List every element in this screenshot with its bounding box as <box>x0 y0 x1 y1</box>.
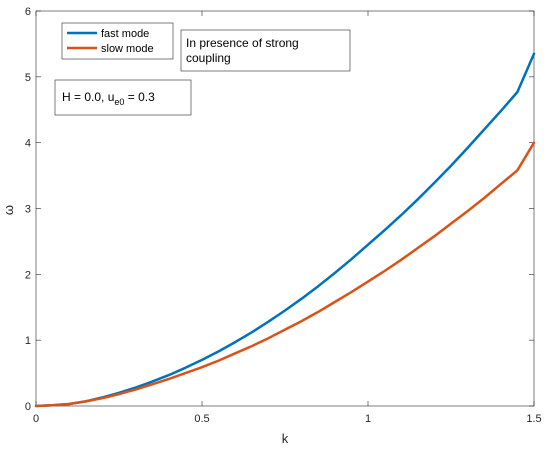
x-axis-label: k <box>282 431 289 446</box>
parameter-suffix: = 0.3 <box>124 90 155 104</box>
legend: fast mode slow mode <box>61 22 174 60</box>
x-tick-label: 0.5 <box>194 413 209 425</box>
y-tick-label: 3 <box>25 204 31 216</box>
y-tick-label: 4 <box>25 138 31 150</box>
legend-box <box>61 22 174 60</box>
x-tick-label: 1 <box>365 413 371 425</box>
legend-label-slow-mode: slow mode <box>101 43 154 55</box>
parameter-text: H = 0.0, ue0 = 0.3 <box>62 90 155 107</box>
y-tick-label: 0 <box>25 401 31 413</box>
y-axis-label: ω <box>1 205 16 215</box>
y-tick-label: 6 <box>25 6 31 18</box>
annotation-text: In presence of strong coupling <box>186 36 299 65</box>
series-line-fast-mode <box>34 52 536 408</box>
y-tick-label: 5 <box>25 72 31 84</box>
x-tick-label: 0 <box>33 413 39 425</box>
parameter-prefix: H = 0.0, u <box>62 90 114 104</box>
legend-label-fast-mode: fast mode <box>101 28 149 40</box>
series-layer <box>34 52 536 408</box>
parameter-subscript: e0 <box>114 97 124 107</box>
annotation-line-2: coupling <box>186 51 231 65</box>
x-axis-ticks: 0 0.5 1 1.5 <box>33 11 542 425</box>
y-tick-label: 1 <box>25 335 31 347</box>
series-line-slow-mode <box>34 141 536 408</box>
parameter-box-frame <box>54 79 192 116</box>
plot-area <box>35 10 535 407</box>
annotation-line-1: In presence of strong <box>186 36 299 50</box>
y-tick-label: 2 <box>25 269 31 281</box>
parameter-box: H = 0.0, ue0 = 0.3 <box>54 79 192 116</box>
annotation-coupling: In presence of strong coupling <box>180 29 351 72</box>
x-tick-label: 1.5 <box>526 413 541 425</box>
annotation-box <box>180 29 351 72</box>
